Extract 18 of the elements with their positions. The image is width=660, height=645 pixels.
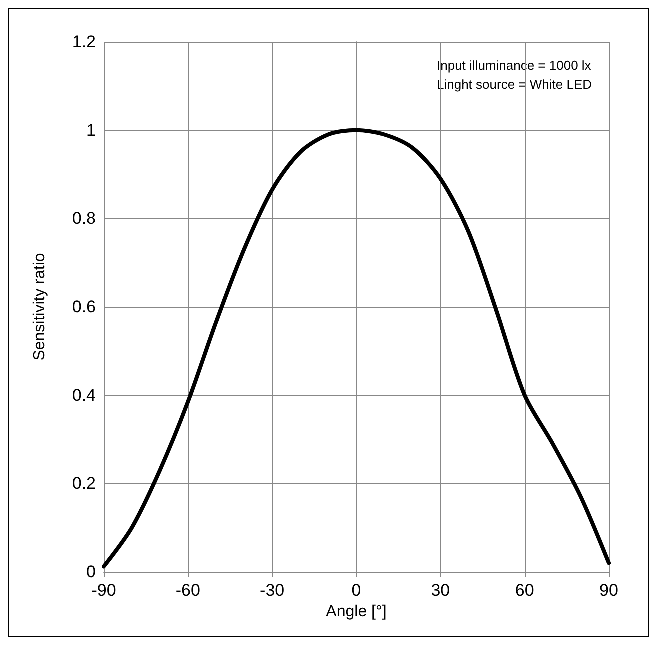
y-tick-label: 0.6	[72, 298, 96, 316]
x-tick-label: -60	[176, 581, 200, 600]
x-tick-label: 0	[352, 581, 362, 600]
y-tick-label: 1	[86, 120, 96, 140]
x-axis-title: Angle [°]	[326, 603, 387, 620]
x-tick-label: -30	[260, 581, 285, 600]
x-tick-label: -90	[92, 581, 116, 600]
y-axis-title: Sensitivity ratio	[32, 253, 48, 361]
annotation: Input illuminance = 1000 lx	[437, 58, 592, 73]
x-tick-label: 90	[600, 581, 618, 600]
y-tick-label: 0.4	[72, 386, 96, 405]
y-tick-label: 0.8	[72, 209, 96, 228]
y-tick-label: 0	[86, 562, 96, 582]
x-tick-label: 30	[431, 581, 450, 600]
line-series	[102, 128, 611, 569]
y-tick-label: 1.2	[72, 32, 96, 52]
y-tick-label: 0.2	[72, 474, 96, 494]
x-tick-label: 60	[515, 581, 534, 600]
